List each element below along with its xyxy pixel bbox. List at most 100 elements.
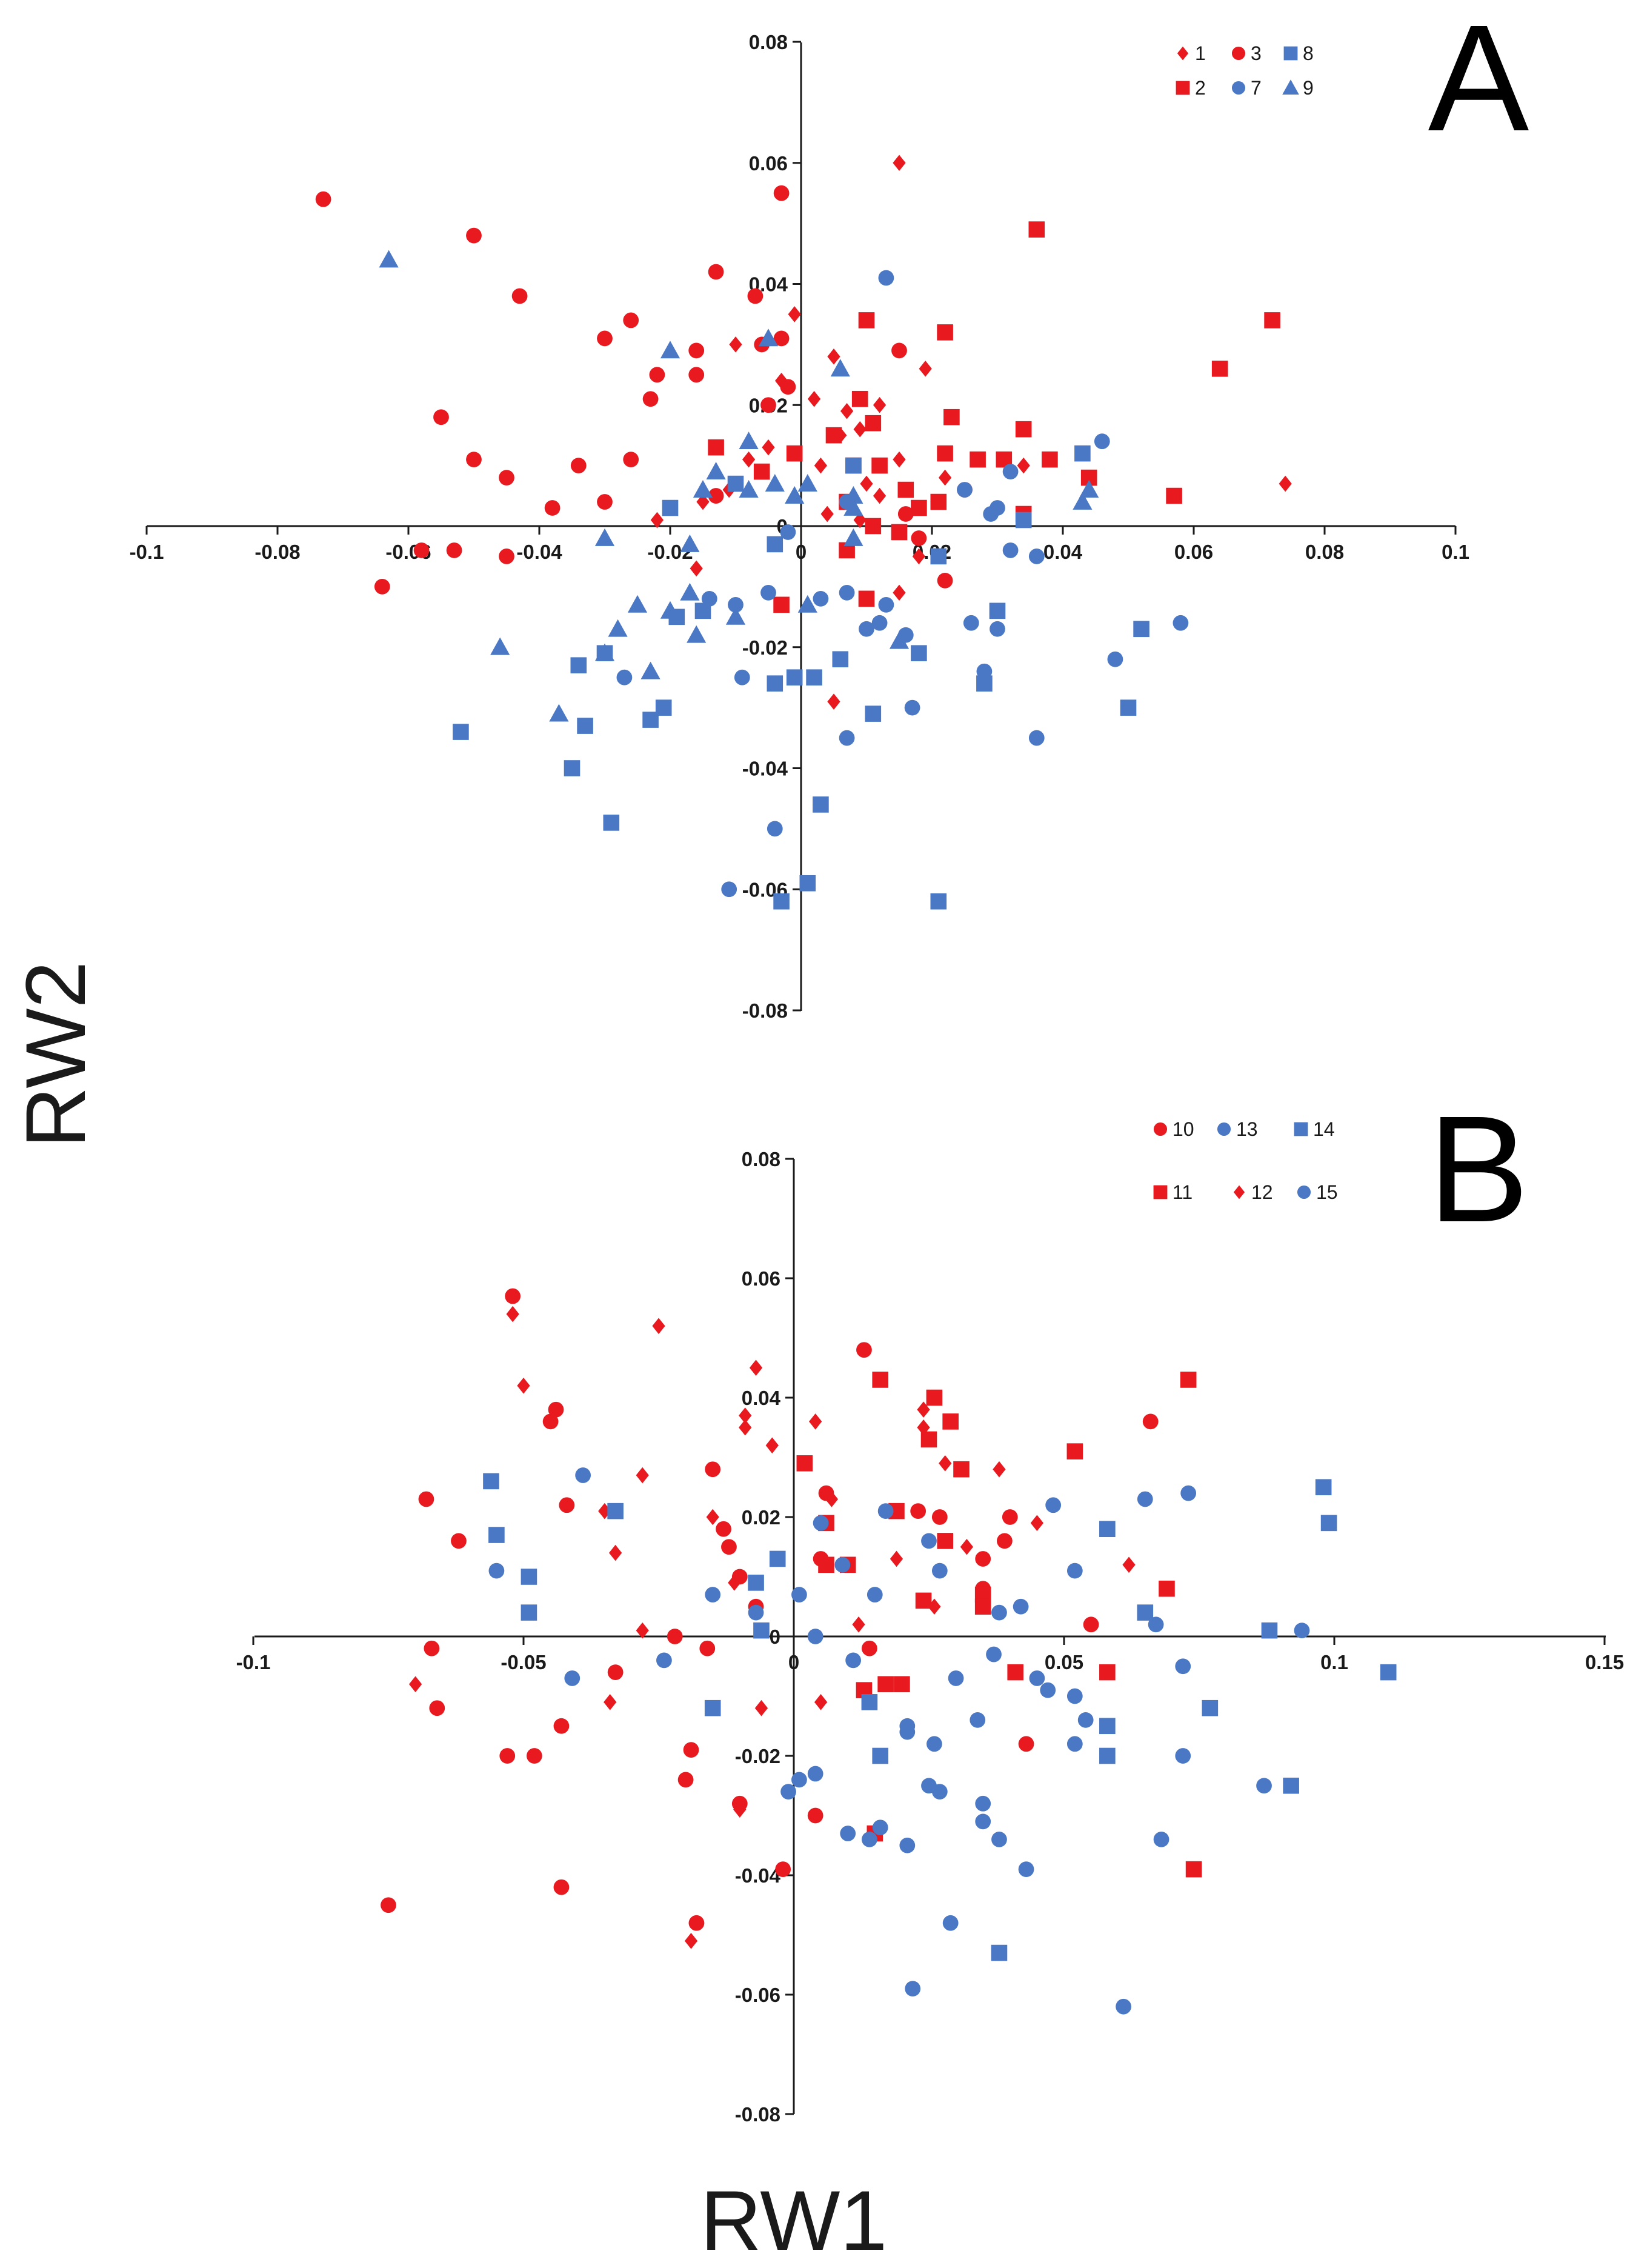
panel-b-series-15-point [867, 1587, 883, 1603]
panel-a-series-1-point [742, 451, 756, 468]
panel-a-legend-marker-2 [1176, 81, 1190, 95]
panel-a-series-2-point [897, 481, 914, 498]
panel-b-series-15-point [748, 1604, 764, 1621]
panel-b-series-10-point [667, 1629, 683, 1644]
panel-b-series-11-point [1066, 1443, 1083, 1459]
panel-a-series-1-point [729, 336, 742, 353]
panel-a-series-7-point [728, 596, 743, 613]
panel-a-series-3-point [433, 409, 449, 425]
panel-b-series-13-point [1256, 1778, 1272, 1794]
panel-a-series-2-point [786, 445, 803, 462]
panel-a-series-2-point [943, 409, 960, 425]
panel-a-series-8-point [930, 893, 947, 910]
panel-b-legend-label-14: 14 [1313, 1118, 1335, 1140]
panel-a-series-7-point [871, 615, 888, 631]
panel-a-series-9-point [843, 498, 863, 516]
panel-a-series-8-point [786, 669, 803, 685]
panel-a-series-3-point [597, 330, 613, 347]
panel-b-series-14-point [521, 1569, 537, 1585]
panel-b-series-11-point [1099, 1664, 1116, 1681]
panel-a-legend-label-9: 9 [1303, 77, 1314, 99]
panel-b-series-13-point [905, 1981, 921, 1997]
panel-a-series-1-point [938, 469, 952, 486]
panel-a-series-2-point [1211, 361, 1228, 377]
panel-b-series-11-point [872, 1372, 889, 1388]
panel-b-series-14-point [872, 1747, 889, 1764]
panel-b-y-tick-label: -0.04 [735, 1864, 781, 1887]
panel-b-series-13-point [899, 1724, 916, 1740]
panel-b-series-12-point [917, 1401, 930, 1418]
panel-b-series-11-point [818, 1556, 834, 1573]
panel-b-series-12-point [1030, 1515, 1044, 1532]
panel-a-series-3-point [911, 530, 927, 546]
panel-b-series-11-point [942, 1413, 959, 1430]
panel-a-series-1-point [814, 457, 828, 474]
panel-b-series-11-point [937, 1533, 954, 1549]
panel-a-series-7-point [1002, 542, 1019, 558]
panel-b-series-12-point [706, 1509, 719, 1526]
panel-a-legend-label-3: 3 [1251, 42, 1262, 64]
panel-b-series-10-point [607, 1664, 624, 1680]
panel-a-series-9-point [843, 485, 863, 504]
panel-b-series-10-point [856, 1342, 872, 1358]
panel-a-series-3-point [708, 488, 724, 504]
panel-a-series-1-point [690, 560, 703, 577]
panel-b-legend-label-15: 15 [1316, 1181, 1338, 1203]
panel-b-legend-label-13: 13 [1236, 1118, 1258, 1140]
panel-a-series-2-point [858, 312, 875, 329]
panel-b-series-13-point [872, 1819, 888, 1836]
panel-b-series-13-point [780, 1784, 796, 1799]
panel-b-series-13-point [970, 1712, 986, 1728]
panel-b-series-14-point [748, 1575, 764, 1591]
panel-a-series-3-point [891, 342, 907, 359]
panel-b-series-14-point [1202, 1699, 1219, 1716]
panel-b-series-12-point [917, 1419, 930, 1436]
panel-a-series-8-point [1074, 445, 1091, 462]
panel-a-series-9-point [739, 479, 759, 498]
panel-a-series-1-point [873, 396, 887, 413]
panel-a-x-tick-label: 0.04 [1043, 541, 1083, 563]
panel-a-y-tick-label: -0.04 [742, 758, 788, 780]
panel-b-series-11-point [877, 1676, 894, 1693]
panel-a-series-9-point [706, 462, 726, 479]
panel-b-series-10-point [775, 1861, 791, 1878]
panel-a-series-8-point [845, 457, 862, 474]
panel-a-series-2-point [708, 439, 724, 456]
panel-b-series-13-point [1153, 1832, 1169, 1847]
panel-b-series-11-point [974, 1598, 991, 1615]
panel-a-series-9-point [1073, 492, 1093, 510]
panel-a-series-8-point [976, 675, 993, 692]
panel-a-series-3-point [642, 391, 659, 407]
panel-b-series-10-point [677, 1772, 694, 1788]
panel-a-series-8-point [799, 875, 816, 892]
panel-a-series-9-point [640, 661, 660, 679]
panel-b-legend-marker-11 [1153, 1185, 1168, 1199]
panel-a-series-9-point [490, 637, 510, 655]
panel-a-series-9-point [379, 250, 399, 268]
panel-b-series-15-point [931, 1563, 948, 1579]
panel-a-series-1-point [650, 512, 664, 529]
panel-b-series-12-point [754, 1699, 768, 1716]
panel-b-legend-marker-14 [1294, 1122, 1308, 1136]
panel-b-series-12-point [517, 1378, 530, 1394]
panel-b-series-13-point [564, 1670, 580, 1686]
panel-b-series-10-point [559, 1497, 575, 1513]
panel-b-series-15-point [705, 1587, 721, 1603]
panel-a-series-8-point [694, 602, 711, 619]
panel-a-series-3-point [780, 379, 796, 395]
panel-a-chart: -0.1-0.08-0.06-0.04-0.0200.020.040.060.0… [130, 31, 1469, 1022]
panel-b-series-10-point [699, 1640, 716, 1656]
panel-b-legend-marker-12 [1233, 1185, 1245, 1199]
panel-b-series-14-point [1261, 1622, 1278, 1639]
panel-a-legend-marker-3 [1231, 46, 1246, 61]
panel-a-series-1-point [919, 361, 932, 377]
panel-a-series-2-point [753, 463, 770, 480]
panel-a-series-3-point [446, 542, 462, 558]
panel-a-series-3-point [688, 342, 705, 359]
panel-a-series-7-point [878, 270, 894, 286]
panel-a-series-3-point [374, 578, 390, 595]
panel-b-x-tick-label: 0.1 [1320, 1651, 1348, 1673]
panel-a-series-9-point [680, 534, 700, 552]
panel-b-x-tick-label: 0.15 [1585, 1651, 1624, 1673]
panel-b-series-11-point [1159, 1580, 1175, 1597]
